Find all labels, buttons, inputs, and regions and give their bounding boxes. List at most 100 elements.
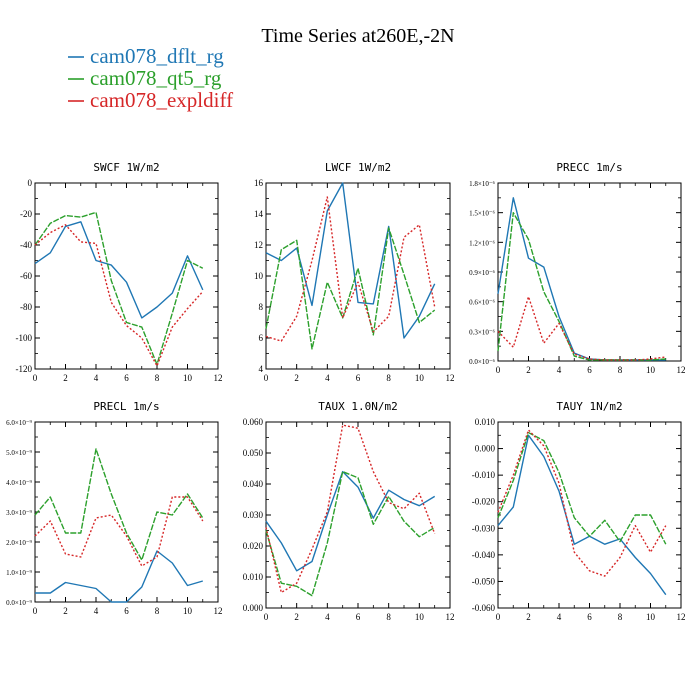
x-tick-label-1-4: 8 bbox=[386, 373, 391, 383]
x-tick-label-3-5: 10 bbox=[183, 606, 193, 616]
y-tick-label-0-6: -120 bbox=[16, 364, 33, 374]
x-tick-label-0-2: 4 bbox=[94, 373, 99, 383]
panel-title-5: TAUY 1N/m2 bbox=[556, 400, 622, 413]
series-line-3-2 bbox=[34, 496, 204, 567]
y-tick-label-4-5: 0.010 bbox=[243, 572, 264, 582]
x-tick-label-3-4: 8 bbox=[155, 606, 160, 616]
legend-label-0: cam078_dflt_rg bbox=[90, 44, 224, 68]
series-line-1-0 bbox=[265, 182, 436, 339]
y-tick-label-0-4: -80 bbox=[20, 302, 32, 312]
series-line-5-2 bbox=[497, 429, 667, 577]
panel-4: TAUX 1.0N/m2 0 2 4 6 8 10 12 0.060 0.050 0.040 0.03… bbox=[243, 400, 455, 622]
x-tick-label-2-2: 4 bbox=[557, 365, 562, 375]
x-tick-label-4-0: 0 bbox=[264, 612, 269, 622]
y-tick-label-2-2: 1.2×10⁻⁶ bbox=[469, 239, 495, 247]
y-tick-label-5-5: -0.040 bbox=[472, 550, 496, 560]
y-tick-label-1-5: 6 bbox=[259, 333, 264, 343]
x-tick-label-0-3: 6 bbox=[124, 373, 129, 383]
y-tick-label-3-3: 3.0×10⁻⁹ bbox=[6, 509, 32, 517]
y-tick-label-0-1: -20 bbox=[20, 209, 32, 219]
plot-frame-2 bbox=[497, 182, 682, 362]
x-tick-label-5-3: 6 bbox=[587, 612, 592, 622]
y-tick-label-0-0: 0 bbox=[28, 178, 33, 188]
x-tick-label-3-6: 12 bbox=[214, 606, 223, 616]
series-line-2-0 bbox=[497, 197, 666, 361]
x-tick-label-1-2: 4 bbox=[325, 373, 330, 383]
y-tick-label-0-3: -60 bbox=[20, 271, 32, 281]
x-tick-label-5-1: 2 bbox=[526, 612, 531, 622]
x-tick-label-2-5: 10 bbox=[646, 365, 656, 375]
series-line-3-1 bbox=[34, 448, 204, 561]
y-tick-label-1-6: 4 bbox=[259, 364, 264, 374]
y-tick-label-4-2: 0.040 bbox=[243, 479, 264, 489]
x-tick-label-4-5: 10 bbox=[415, 612, 425, 622]
x-tick-label-3-0: 0 bbox=[33, 606, 38, 616]
y-tick-label-0-5: -100 bbox=[16, 333, 33, 343]
y-tick-label-2-1: 1.5×10⁻⁶ bbox=[469, 210, 495, 218]
x-tick-label-2-4: 8 bbox=[618, 365, 623, 375]
x-tick-label-2-0: 0 bbox=[496, 365, 501, 375]
x-tick-label-0-5: 10 bbox=[183, 373, 193, 383]
x-tick-label-0-4: 8 bbox=[155, 373, 160, 383]
panel-title-3: PRECL 1m/s bbox=[93, 400, 159, 413]
y-tick-label-2-5: 0.3×10⁻⁶ bbox=[469, 328, 495, 336]
y-tick-label-3-2: 4.0×10⁻⁹ bbox=[6, 479, 32, 487]
series-line-1-1 bbox=[265, 227, 436, 350]
y-tick-label-2-6: 0.0×10⁻⁶ bbox=[469, 358, 495, 366]
x-tick-label-1-5: 10 bbox=[415, 373, 425, 383]
plot-frame-1 bbox=[265, 182, 451, 370]
y-tick-label-2-4: 0.6×10⁻⁶ bbox=[469, 299, 495, 307]
plot-frame-4 bbox=[265, 421, 451, 609]
x-tick-label-2-6: 12 bbox=[677, 365, 686, 375]
series-line-5-0 bbox=[497, 434, 667, 596]
y-tick-label-4-1: 0.050 bbox=[243, 448, 264, 458]
x-tick-label-4-2: 4 bbox=[325, 612, 330, 622]
series-line-4-2 bbox=[265, 424, 436, 594]
y-tick-label-3-4: 2.0×10⁻⁹ bbox=[6, 539, 32, 547]
series-line-5-1 bbox=[497, 431, 667, 545]
series-line-4-1 bbox=[265, 470, 436, 597]
x-tick-label-3-2: 4 bbox=[94, 606, 99, 616]
x-tick-label-3-3: 6 bbox=[124, 606, 129, 616]
x-tick-label-2-3: 6 bbox=[587, 365, 592, 375]
panel-title-1: LWCF 1W/m2 bbox=[325, 161, 391, 174]
y-tick-label-4-3: 0.030 bbox=[243, 510, 264, 520]
y-tick-label-1-4: 8 bbox=[259, 302, 264, 312]
x-tick-label-4-4: 8 bbox=[386, 612, 391, 622]
y-tick-label-1-3: 10 bbox=[254, 271, 264, 281]
legend-label-1: cam078_qt5_rg bbox=[90, 66, 222, 90]
x-tick-label-4-3: 6 bbox=[356, 612, 361, 622]
x-tick-label-1-0: 0 bbox=[264, 373, 269, 383]
series-line-3-0 bbox=[35, 550, 203, 603]
y-tick-label-5-0: 0.010 bbox=[475, 417, 496, 427]
legend: cam078_dflt_rgcam078_qt5_rgcam078_expldi… bbox=[68, 44, 233, 112]
series-line-2-2 bbox=[497, 296, 666, 361]
panel-5: TAUY 1N/m2 0 2 4 6 8 10 12 0.010 0.000 -0.010 -0.02… bbox=[472, 400, 686, 622]
series-line-0-1 bbox=[34, 211, 204, 366]
x-tick-label-1-3: 6 bbox=[356, 373, 361, 383]
y-tick-label-5-6: -0.050 bbox=[472, 576, 496, 586]
x-tick-label-1-6: 12 bbox=[446, 373, 455, 383]
y-tick-label-5-7: -0.060 bbox=[472, 603, 496, 613]
y-tick-label-1-1: 14 bbox=[254, 209, 264, 219]
x-tick-label-4-6: 12 bbox=[446, 612, 455, 622]
y-tick-label-5-1: 0.000 bbox=[475, 444, 496, 454]
x-tick-label-4-1: 2 bbox=[294, 612, 299, 622]
panel-title-4: TAUX 1.0N/m2 bbox=[318, 400, 397, 413]
y-tick-label-0-2: -40 bbox=[20, 240, 32, 250]
y-tick-label-5-3: -0.020 bbox=[472, 497, 496, 507]
panel-1: LWCF 1W/m2 0 2 4 6 8 10 12 16 14 12 10 8 6 4 bbox=[254, 161, 455, 383]
y-tick-label-3-5: 1.0×10⁻⁹ bbox=[6, 569, 32, 577]
x-tick-label-5-5: 10 bbox=[646, 612, 656, 622]
panel-title-2: PRECC 1m/s bbox=[556, 161, 622, 174]
plot-frame-0 bbox=[34, 182, 219, 370]
y-tick-label-3-6: 0.0×10⁻⁹ bbox=[6, 599, 32, 607]
y-tick-label-3-1: 5.0×10⁻⁹ bbox=[6, 449, 32, 457]
legend-label-2: cam078_expldiff bbox=[90, 88, 233, 112]
figure-title: Time Series at260E,-2N bbox=[261, 25, 454, 47]
series-line-1-2 bbox=[265, 196, 436, 342]
x-tick-label-5-2: 4 bbox=[557, 612, 562, 622]
x-tick-label-5-4: 8 bbox=[618, 612, 623, 622]
chart-panels: SWCF 1W/m2 0 2 4 6 8 10 12 0 -20 -40 -60 -80 -100 -120… bbox=[6, 161, 685, 622]
